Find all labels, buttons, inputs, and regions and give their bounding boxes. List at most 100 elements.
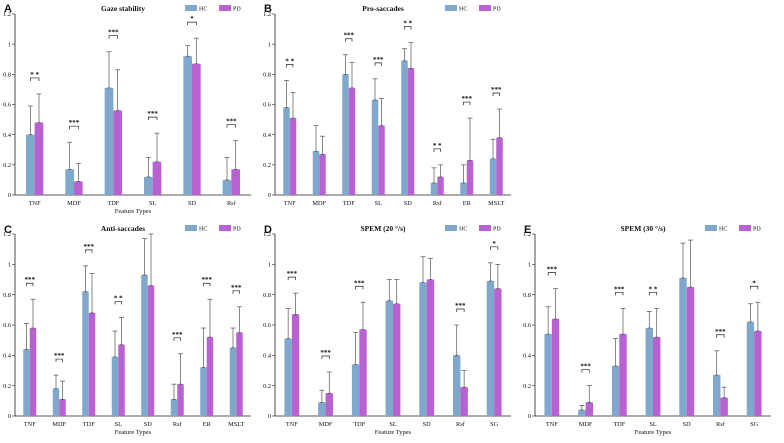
significance-bracket (85, 249, 93, 253)
bar-hc (26, 134, 35, 195)
x-tick-label: SD (188, 200, 197, 207)
legend-swatch-pd (479, 5, 491, 11)
y-tick-label: 1 (528, 262, 531, 269)
legend-swatch-pd (479, 225, 491, 231)
legend-swatch-hc (445, 5, 457, 11)
y-tick-label: 0.2 (523, 383, 531, 390)
bar-pd (496, 137, 503, 195)
significance-bracket (750, 285, 759, 290)
significance-bracket (463, 101, 471, 106)
chart-panel-a: A Gaze stability HC PD 0 0.2 0.4 0.6 0.8 1 1.2 * * T… (3, 3, 251, 215)
legend-label-hc: HC (719, 227, 727, 233)
bar-hc (351, 364, 360, 416)
significance-bracket (355, 285, 364, 290)
significance-marker: *** (69, 119, 80, 127)
bar-pd (74, 181, 83, 195)
panel-letter: B (264, 3, 272, 15)
x-tick-label: TDF (613, 421, 625, 428)
legend-swatch-hc (185, 225, 197, 231)
y-tick-label: 0.2 (3, 162, 11, 169)
legend-label-pd: PD (493, 7, 501, 13)
chart-panel-d: D SPEM (20 °/s) HC PD 0 0.2 0.4 0.6 0.8 1 1.2 *** TN… (263, 224, 511, 436)
chart-title: Pro-saccades (362, 4, 404, 13)
bar-hc (284, 338, 292, 416)
x-tick-label: TNF (546, 421, 558, 428)
bar-pd (206, 337, 214, 416)
bar-pd (231, 169, 240, 195)
y-tick-label: 0.8 (3, 72, 11, 79)
significance-marker: * * (649, 285, 658, 293)
bar-hc (746, 321, 755, 416)
legend-label-hc: HC (199, 7, 207, 13)
bar-hc (713, 375, 721, 416)
bar-hc (144, 176, 153, 195)
y-tick-label: 1 (8, 262, 11, 269)
bar-pd (407, 68, 415, 195)
x-tick-label: Rsf (173, 421, 183, 428)
bar-pd (551, 318, 560, 416)
bar-pd (754, 331, 762, 416)
significance-marker: *** (287, 270, 298, 278)
bar-hc (419, 282, 427, 416)
y-tick-label: 0.4 (3, 132, 12, 139)
bar-hc (111, 356, 119, 416)
significance-marker: * (492, 240, 496, 248)
x-tick-label: MSLT (488, 200, 504, 207)
significance-marker: *** (320, 349, 331, 357)
bar-hc (371, 99, 379, 195)
bar-pd (348, 87, 356, 195)
bar-hc (645, 328, 653, 416)
x-tick-label: SD (404, 200, 413, 207)
x-tick-label: SL (649, 421, 657, 428)
significance-marker: *** (84, 243, 95, 251)
bar-pd (378, 125, 385, 195)
significance-marker: *** (147, 110, 158, 118)
x-tick-label: MDF (52, 421, 66, 428)
significance-bracket (114, 301, 122, 305)
bar-pd (289, 118, 297, 195)
bar-hc (283, 107, 290, 195)
significance-bracket (286, 64, 294, 68)
bar-pd (152, 161, 162, 195)
y-tick-label: 1.2 (3, 231, 11, 238)
legend-swatch-hc (705, 225, 717, 231)
bar-pd (325, 393, 333, 416)
y-tick-label: 1 (268, 262, 271, 269)
bar-hc (200, 367, 207, 416)
bar-pd (437, 176, 444, 195)
x-tick-label: SD (683, 421, 692, 428)
bar-hc (183, 56, 192, 195)
significance-bracket (581, 369, 590, 373)
bar-hc (489, 158, 497, 195)
y-tick-label: 0.8 (523, 292, 531, 299)
bar-pd (236, 332, 243, 416)
legend-label-hc: HC (459, 7, 467, 13)
x-tick-label: ER (203, 421, 212, 428)
bar-hc (401, 60, 408, 196)
bar-hc (460, 182, 467, 195)
legend-swatch-hc (445, 225, 457, 231)
y-tick-label: 0.2 (3, 383, 11, 390)
x-tick-label: MSLT (228, 421, 244, 428)
x-tick-label: MDF (319, 421, 333, 428)
x-tick-label: Rsf (227, 200, 237, 207)
y-tick-label: 0.2 (263, 383, 271, 390)
y-tick-label: 1.2 (263, 231, 271, 238)
legend-swatch-pd (739, 225, 751, 231)
x-tick-label: SG (490, 421, 499, 428)
significance-marker: * * (403, 20, 412, 28)
bar-pd (720, 397, 728, 416)
y-tick-label: 0.6 (263, 102, 271, 109)
x-tick-label: TNF (284, 200, 296, 207)
significance-marker: *** (226, 118, 237, 126)
significance-bracket (55, 358, 63, 363)
significance-bracket (374, 62, 382, 66)
significance-bracket (404, 26, 412, 30)
x-tick-label: TDF (107, 200, 119, 207)
significance-marker: *** (25, 276, 36, 284)
significance-bracket (648, 291, 658, 296)
significance-bracket (433, 148, 441, 152)
bar-pd (29, 328, 37, 416)
significance-bracket (226, 124, 237, 128)
bar-pd (147, 285, 155, 416)
